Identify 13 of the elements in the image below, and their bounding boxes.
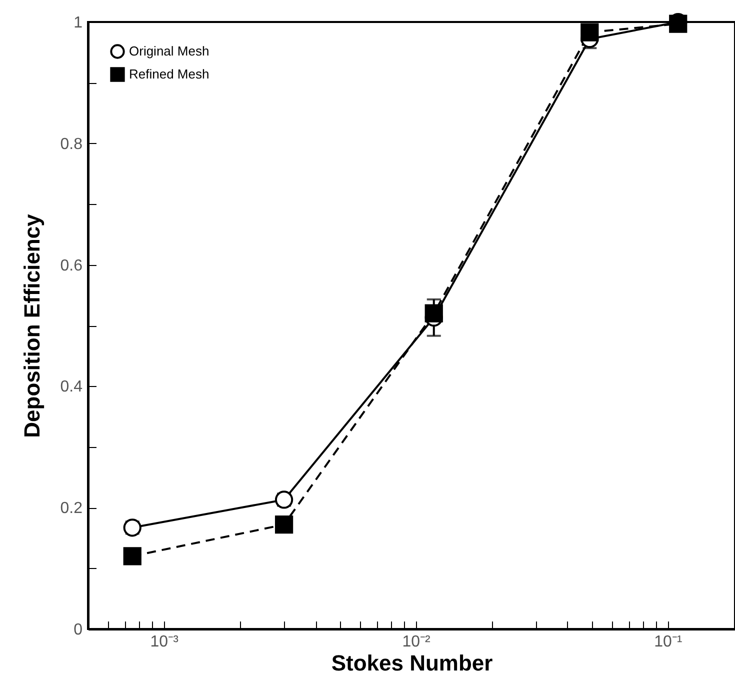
x-tick-label: 10⁻² bbox=[402, 634, 431, 650]
y-tick-label: 0.4 bbox=[60, 378, 83, 396]
y-tick-label: 0.8 bbox=[60, 136, 83, 153]
y-tick-label: 1 bbox=[74, 14, 83, 32]
legend-label: Original Mesh bbox=[129, 44, 210, 58]
y-tick-label: 0 bbox=[74, 622, 83, 638]
x-tick-label: 10⁻¹ bbox=[654, 634, 682, 650]
y-axis-title: Deposition Efficiency bbox=[19, 213, 44, 438]
y-tick-label: 0.2 bbox=[60, 500, 83, 518]
x-axis-title: Stokes Number bbox=[331, 650, 494, 676]
y-tick-label: 0.6 bbox=[60, 257, 83, 274]
legend-label: Refined Mesh bbox=[129, 66, 210, 82]
x-tick-label: 10⁻³ bbox=[150, 634, 180, 650]
